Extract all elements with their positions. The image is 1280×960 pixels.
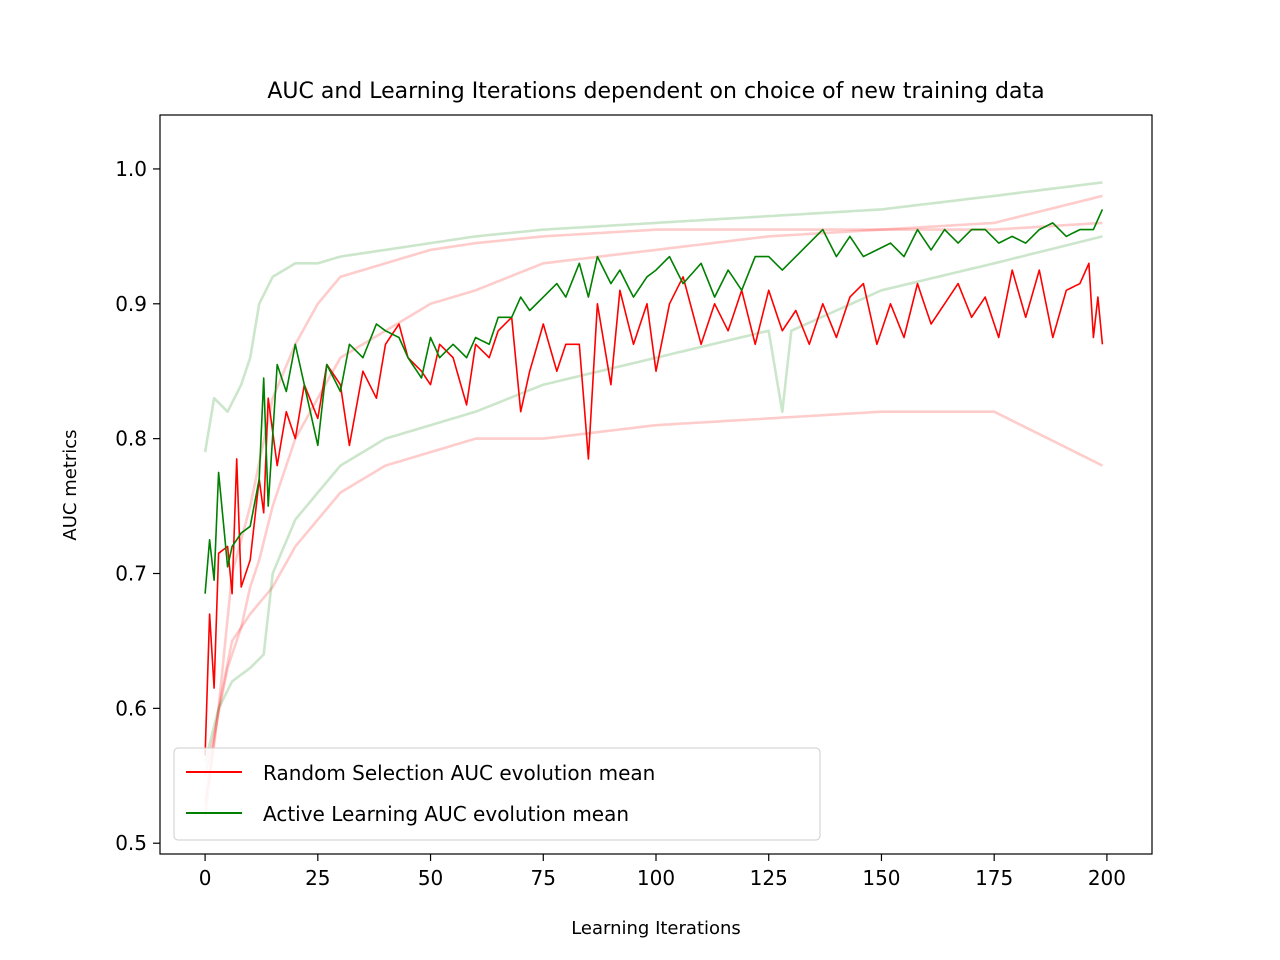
run-line-2	[203, 221, 1103, 803]
x-tick-label: 0	[199, 866, 212, 890]
y-axis-label: AUC metrics	[60, 429, 81, 540]
y-tick-label: 0.7	[115, 562, 147, 586]
y-tick-label: 0.8	[115, 427, 147, 451]
y-tick-label: 0.5	[115, 831, 147, 855]
x-axis-label: Learning Iterations	[571, 918, 741, 939]
x-tick-label: 25	[305, 866, 330, 890]
legend-label-random: Random Selection AUC evolution mean	[263, 761, 655, 785]
legend-label-active: Active Learning AUC evolution mean	[263, 802, 629, 826]
y-tick-label: 0.6	[115, 696, 147, 720]
legend: Random Selection AUC evolution mean Acti…	[173, 747, 821, 841]
run-line-3	[203, 410, 1103, 817]
chart-title: AUC and Learning Iterations dependent on…	[267, 79, 1044, 104]
y-tick-label: 1.0	[115, 157, 147, 181]
legend-box	[173, 747, 821, 841]
run-line-4	[203, 181, 1103, 453]
y-tick-label: 0.9	[115, 292, 147, 316]
x-tick-label: 75	[531, 866, 556, 890]
x-tick-label: 200	[1088, 866, 1126, 890]
series-line-random-selection-mean	[204, 262, 1104, 756]
series-line-active-learning-mean	[204, 209, 1104, 594]
x-tick-label: 100	[637, 866, 675, 890]
x-tick-label: 150	[862, 866, 900, 890]
mean-lines-layer	[204, 209, 1104, 756]
x-tick-label: 125	[750, 866, 788, 890]
x-tick-label: 175	[975, 866, 1013, 890]
x-axis: 0 25 50 75 100 125 150 175 200	[199, 854, 1126, 890]
x-tick-label: 50	[418, 866, 443, 890]
y-axis: 0.5 0.6 0.7 0.8 0.9 1.0	[115, 157, 160, 855]
